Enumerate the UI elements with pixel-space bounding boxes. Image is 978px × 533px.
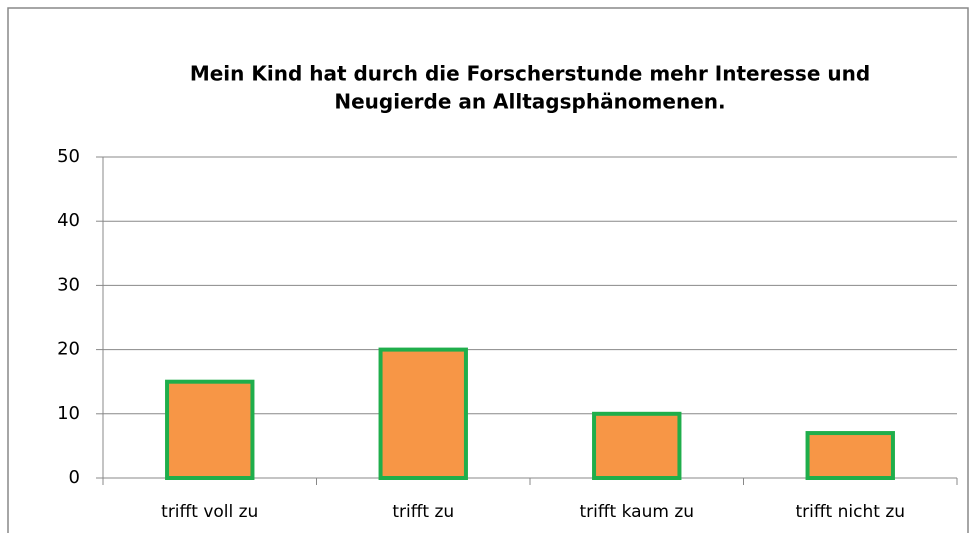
bar	[805, 431, 895, 480]
y-tick-label: 40	[57, 210, 80, 231]
bar	[378, 347, 468, 480]
y-tick-label: 0	[69, 467, 80, 488]
y-tick-label: 30	[57, 274, 80, 295]
y-tick-label: 10	[57, 403, 80, 424]
x-tick-label: trifft voll zu	[161, 502, 258, 522]
chart-title: Neugierde an Alltagsphänomenen.	[334, 90, 725, 114]
y-tick-label: 50	[57, 146, 80, 167]
x-tick-label: trifft nicht zu	[795, 502, 905, 522]
bar	[592, 411, 682, 480]
y-tick-label: 20	[57, 339, 80, 360]
x-tick-label: trifft zu	[392, 502, 454, 522]
x-tick-label: trifft kaum zu	[579, 502, 694, 522]
chart-title: Mein Kind hat durch die Forscherstunde m…	[190, 62, 870, 86]
bar	[165, 379, 255, 481]
